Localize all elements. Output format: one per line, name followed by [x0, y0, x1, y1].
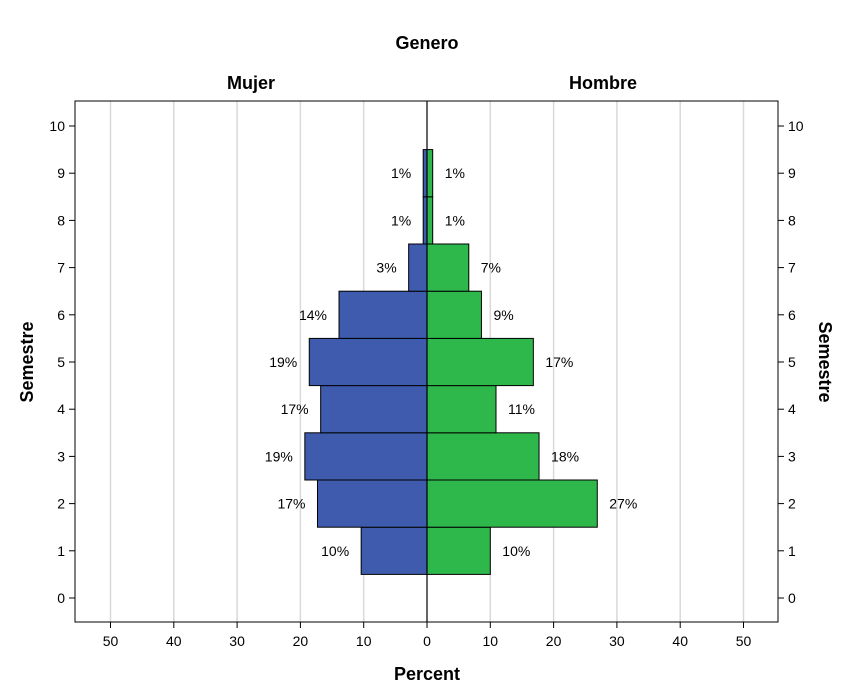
panel-label-right: Hombre — [569, 73, 637, 93]
y-axis-label-right: Semestre — [815, 321, 835, 402]
plot-frame — [75, 101, 778, 622]
data-label-hombre: 9% — [493, 307, 513, 323]
data-label-mujer: 10% — [321, 543, 349, 559]
x-tick-label: 50 — [103, 633, 119, 649]
y-tick-label-right: 4 — [788, 401, 796, 417]
x-tick-label: 50 — [736, 633, 752, 649]
y-tick-label-right: 6 — [788, 307, 796, 323]
bar-hombre — [427, 338, 533, 385]
data-label-hombre: 18% — [551, 448, 579, 464]
chart-title: Genero — [395, 33, 458, 53]
y-tick-label-left: 3 — [57, 448, 65, 464]
bar-hombre — [427, 480, 597, 527]
bar-mujer — [317, 480, 427, 527]
bar-hombre — [427, 386, 496, 433]
x-tick-label: 20 — [546, 633, 562, 649]
y-tick-label-left: 9 — [57, 165, 65, 181]
data-label-mujer: 14% — [299, 307, 327, 323]
y-tick-label-left: 7 — [57, 260, 65, 276]
y-axis-label-left: Semestre — [17, 321, 37, 402]
x-tick-label: 40 — [672, 633, 688, 649]
y-tick-label-left: 6 — [57, 307, 65, 323]
bar-hombre — [427, 150, 433, 197]
data-label-mujer: 1% — [391, 165, 411, 181]
y-tick-label-right: 8 — [788, 212, 796, 228]
bar-mujer — [321, 386, 427, 433]
bar-mujer — [309, 338, 427, 385]
data-label-hombre: 10% — [502, 543, 530, 559]
bar-hombre — [427, 244, 469, 291]
data-label-mujer: 1% — [391, 212, 411, 228]
bar-hombre — [427, 197, 433, 244]
y-tick-label-left: 1 — [57, 543, 65, 559]
data-label-mujer: 19% — [269, 354, 297, 370]
y-tick-label-right: 3 — [788, 448, 796, 464]
bar-hombre — [427, 433, 539, 480]
y-tick-label-right: 7 — [788, 260, 796, 276]
y-tick-label-left: 8 — [57, 212, 65, 228]
data-label-mujer: 17% — [277, 496, 305, 512]
y-tick-label-right: 9 — [788, 165, 796, 181]
bar-hombre — [427, 291, 481, 338]
data-label-hombre: 17% — [545, 354, 573, 370]
bar-mujer — [409, 244, 427, 291]
data-label-mujer: 19% — [265, 448, 293, 464]
x-tick-label: 30 — [229, 633, 245, 649]
data-label-hombre: 7% — [481, 260, 501, 276]
y-tick-label-right: 1 — [788, 543, 796, 559]
x-tick-label: 40 — [166, 633, 182, 649]
x-axis-label: Percent — [394, 664, 460, 684]
bar-mujer — [361, 527, 427, 574]
data-label-mujer: 17% — [281, 401, 309, 417]
bar-hombre — [427, 527, 490, 574]
x-tick-label: 30 — [609, 633, 625, 649]
bar-mujer — [305, 433, 427, 480]
x-tick-label: 20 — [293, 633, 309, 649]
data-label-hombre: 27% — [609, 496, 637, 512]
panel-label-left: Mujer — [227, 73, 275, 93]
y-tick-label-left: 10 — [49, 118, 65, 134]
y-tick-label-right: 0 — [788, 590, 796, 606]
y-tick-label-left: 5 — [57, 354, 65, 370]
y-tick-label-left: 2 — [57, 496, 65, 512]
y-tick-label-right: 10 — [788, 118, 804, 134]
data-label-hombre: 1% — [445, 212, 465, 228]
y-tick-label-left: 0 — [57, 590, 65, 606]
data-label-hombre: 11% — [508, 401, 535, 417]
y-tick-label-right: 5 — [788, 354, 796, 370]
x-tick-label: 10 — [356, 633, 372, 649]
x-tick-label: 0 — [423, 633, 431, 649]
y-tick-label-right: 2 — [788, 496, 796, 512]
y-tick-label-left: 4 — [57, 401, 65, 417]
bar-mujer — [339, 291, 427, 338]
data-label-hombre: 1% — [445, 165, 465, 181]
data-label-mujer: 3% — [376, 260, 396, 276]
x-tick-label: 10 — [483, 633, 499, 649]
